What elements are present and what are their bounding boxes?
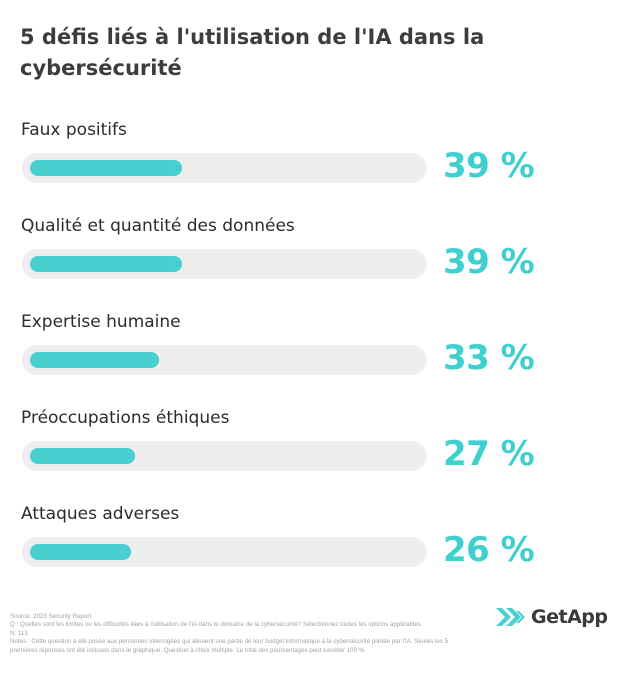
bar-category-label: Qualité et quantité des données [21,216,295,236]
bar-value-label: 26 % [443,530,535,570]
bar-row: Qualité et quantité des données 39 % [0,216,636,296]
bar-track [22,537,427,567]
bar-track [22,441,427,471]
chart-title: 5 défis liés à l'utilisation de l'IA dan… [20,25,485,80]
bar [30,544,131,560]
bar [30,256,182,272]
bar-value-label: 39 % [443,242,535,282]
bar-row: Faux positifs 39 % [0,120,636,200]
footnote-n: N: 113 [10,629,28,637]
bar-value-label: 39 % [443,146,535,186]
bar-category-label: Faux positifs [21,120,127,140]
bar-row: Préoccupations éthiques 27 % [0,408,636,488]
getapp-chevrons-icon [496,608,525,626]
footnote-notes: Notes : Cette question a été posée aux p… [10,638,449,654]
bar-track [22,249,427,279]
bar [30,448,135,464]
bar-category-label: Attaques adverses [21,504,180,524]
bar-category-label: Expertise humaine [21,312,181,332]
bar-row: Attaques adverses 26 % [0,504,636,584]
bar-row: Expertise humaine 33 % [0,312,636,392]
bar-value-label: 27 % [443,434,535,474]
logo-text: GetApp [531,606,608,628]
bar [30,352,159,368]
footnote: Source: 2023 Security Report Q : Quelles… [10,613,450,655]
footnote-source: Source: 2023 Security Report [10,613,92,620]
footnote-question: Q : Quelles sont les limites ou les diff… [10,621,423,629]
bar [30,160,182,176]
bar-track [22,153,427,183]
bar-track [22,345,427,375]
getapp-logo: GetApp [496,604,608,630]
bar-category-label: Préoccupations éthiques [21,408,230,428]
bar-value-label: 33 % [443,338,535,378]
